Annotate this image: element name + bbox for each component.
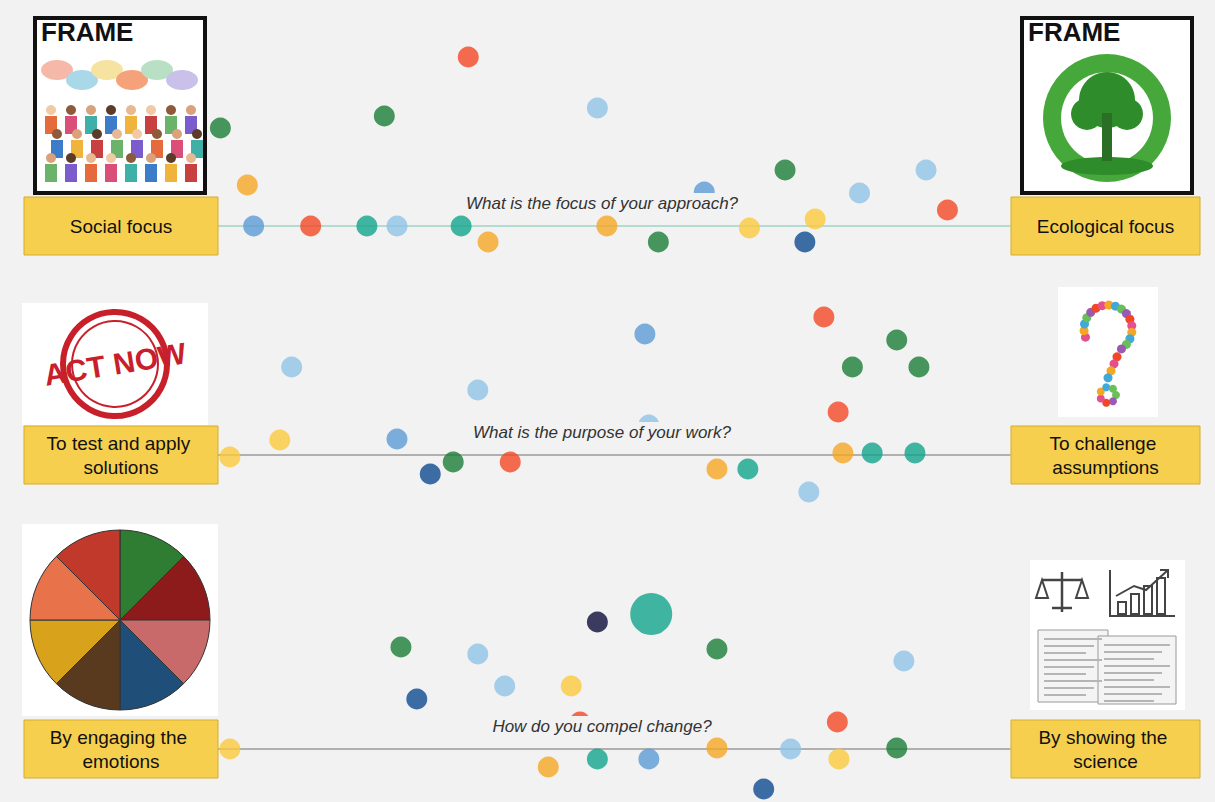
svg-text:emotions: emotions: [82, 751, 159, 772]
svg-text:What is the focus of your appr: What is the focus of your approach?: [466, 194, 739, 213]
svg-text:To test and apply: To test and apply: [47, 433, 196, 454]
svg-text:What is the purpose of your wo: What is the purpose of your work?: [473, 423, 732, 442]
svg-text:Social focus: Social focus: [70, 216, 172, 237]
svg-text:science: science: [1073, 751, 1137, 772]
svg-text:assumptions: assumptions: [1052, 457, 1159, 478]
svg-text:FRAME: FRAME: [1028, 17, 1120, 47]
svg-text:By engaging the: By engaging the: [50, 727, 193, 748]
svg-text:To challenge: To challenge: [1050, 433, 1162, 454]
svg-text:solutions: solutions: [84, 457, 159, 478]
svg-text:By showing the: By showing the: [1038, 727, 1172, 748]
svg-text:How do you compel change?: How do you compel change?: [492, 717, 712, 736]
svg-text:Ecological focus: Ecological focus: [1037, 216, 1174, 237]
svg-text:FRAME: FRAME: [41, 17, 133, 47]
svg-text:ACT NOW: ACT NOW: [42, 336, 189, 391]
